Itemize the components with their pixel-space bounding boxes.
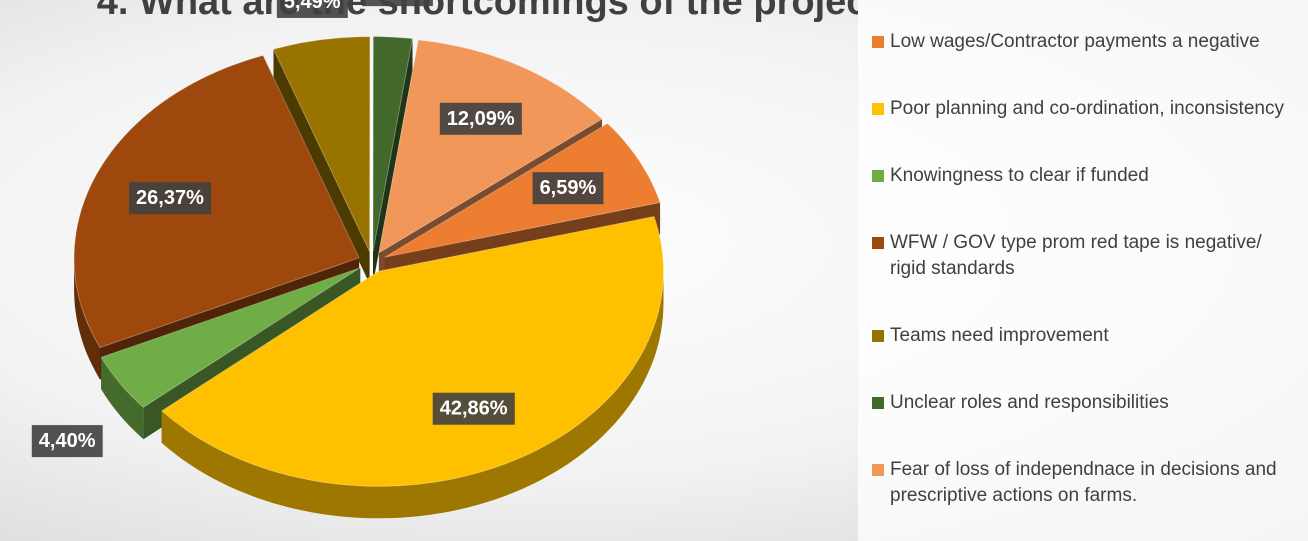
data-label-box [31, 425, 103, 458]
legend-item: Low wages/Contractor payments a negative [858, 29, 1308, 55]
data-label: 5,49% [276, 0, 348, 18]
legend-swatch [872, 236, 884, 249]
chart-title: 4. What are the shortcomings of the proj… [97, 0, 858, 23]
legend-item: Unclear roles and responsibilities [858, 390, 1308, 416]
slice-wall [74, 257, 100, 380]
slice-side [273, 49, 370, 284]
legend-label: Teams need improvement [890, 324, 1109, 346]
data-label: 6,59% [532, 172, 604, 205]
legend: Low wages/Contractor payments a negative… [858, 0, 1308, 541]
data-label-box [276, 0, 348, 18]
slice [272, 36, 371, 252]
legend-item: Fear of loss of independnace in decision… [858, 457, 1308, 509]
data-label: 12,09% [439, 102, 522, 135]
data-label-text: 26,37% [136, 187, 204, 209]
legend-label: WFW / GOV type prom red tape is negative… [890, 231, 1262, 279]
data-label: 4,40% [31, 425, 103, 458]
legend-swatch [872, 35, 884, 48]
data-label-text: 5,49% [284, 0, 341, 13]
legend-label: Fear of loss of independnace in decision… [890, 458, 1277, 506]
slice-wall [161, 271, 664, 519]
slice-side [373, 38, 413, 284]
data-label-box [439, 102, 522, 135]
legend-item: Poor planning and co-ordination, inconsi… [858, 96, 1308, 122]
slice [160, 215, 665, 487]
legend-item: WFW / GOV type prom red tape is negative… [858, 230, 1308, 282]
data-label-text: 42,86% [440, 398, 508, 420]
legend-item: Teams need improvement [858, 323, 1308, 349]
slice [100, 267, 361, 408]
legend-swatch [872, 329, 884, 342]
data-label-text: 6,59% [540, 177, 597, 199]
data-label: 2,20% [361, 0, 433, 7]
legend-label: Knowingness to clear if funded [890, 164, 1149, 186]
legend-label: Unclear roles and responsibilities [890, 391, 1169, 413]
legend-label: Low wages/Contractor payments a negative [890, 30, 1260, 52]
data-label-text: 12,09% [447, 108, 515, 130]
data-label-box [432, 392, 515, 425]
slice [73, 54, 360, 349]
legend-swatch [872, 169, 884, 182]
slice [384, 122, 661, 258]
data-label-box [129, 182, 212, 215]
slice [372, 35, 414, 252]
legend-swatch [872, 396, 884, 409]
legend-item: Knowingness to clear if funded [858, 163, 1308, 189]
legend-label: Poor planning and co-ordination, inconsi… [890, 97, 1284, 119]
data-label-text: 4,40% [39, 430, 96, 452]
data-label-box [532, 172, 604, 205]
data-label: 42,86% [432, 392, 515, 425]
slice [378, 39, 603, 254]
data-label: 26,37% [129, 182, 212, 215]
data-label-text: 2,20% [369, 0, 426, 1]
slice-wall [101, 357, 144, 440]
legend-swatch [872, 463, 884, 476]
pie-area: 4. What are the shortcomings of the proj… [31, 0, 858, 519]
data-label-box [361, 0, 433, 7]
legend-swatch [872, 102, 884, 115]
